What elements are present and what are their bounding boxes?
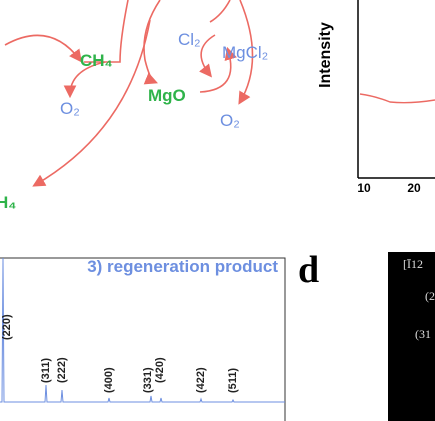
peak-label: (311) [40,358,52,383]
peak-label: (511) [227,368,239,393]
pattern-curve [0,257,285,403]
panel-frame [0,257,286,421]
peak-label: (331) [142,367,154,393]
peak-labels: (220) (311) (222) (400) (331) (420) (422) (511) [1,314,239,393]
peak-label: (222) [56,357,68,383]
x-tick-label: 10 [357,181,371,195]
micrograph [388,252,435,421]
scheme-label: O₂ [220,111,240,130]
y-axis-label: Intensity [317,22,334,88]
panel-letter: d [298,249,319,291]
scheme-label: MgCl₂ [222,43,268,62]
peak-label: (422) [195,367,207,393]
peak-label: (400) [103,367,115,393]
scheme-label: Cl₂ [178,30,201,49]
pattern-title: 3) regeneration product [87,257,278,276]
scheme-label: O₂ [60,99,80,118]
scheme-label: MgO [148,86,186,105]
scheme-label: H₄ [0,193,16,212]
annotation: (2 [425,289,435,303]
peak-label: (220) [1,314,13,340]
scheme-label: CH₄ [80,51,113,70]
annotation: (31 [415,327,431,341]
pattern-curve [359,93,435,104]
peak-label: (420) [154,357,166,383]
x-tick-label: 20 [407,181,421,195]
scheme-arrows [4,0,254,187]
annotation: [Ī12 [403,257,423,271]
